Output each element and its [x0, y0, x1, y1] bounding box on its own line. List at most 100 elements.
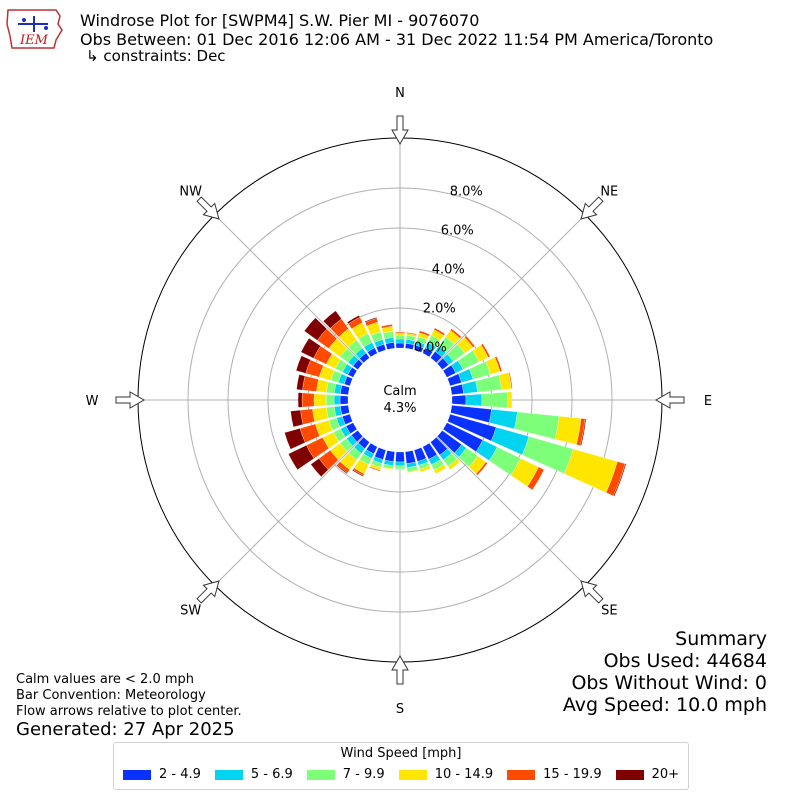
bar-dir340-bin5: [364, 317, 378, 323]
bar-dir100-bin3: [554, 416, 582, 445]
summary-title: Summary: [675, 628, 767, 650]
legend-label-3: 10 - 14.9: [434, 767, 494, 782]
obs-used: Obs Used: 44684: [603, 650, 767, 672]
direction-arrows: [115, 115, 685, 685]
bar-dir200-bin4: [369, 466, 381, 472]
bar-dir280-bin5: [296, 374, 306, 391]
bar-dir180-bin3: [394, 468, 406, 471]
bar-dir50-bin4: [464, 335, 475, 348]
legend-label-1: 5 - 6.9: [250, 767, 293, 782]
legend-title: Wind Speed [mph]: [340, 746, 462, 761]
bar-dir100-bin1: [489, 409, 518, 430]
bar-dir260-bin5: [290, 409, 304, 428]
bar-dir60-bin4: [480, 343, 491, 358]
bar-dir130-bin4: [475, 461, 488, 476]
windrose-bars: [284, 310, 627, 497]
legend-swatch-3: [398, 769, 427, 780]
direction-labels: N NE E SE S SW W NW: [86, 86, 713, 717]
direction-label-w: W: [86, 394, 99, 409]
legend-swatch-1: [214, 769, 243, 780]
direction-label-n: N: [395, 86, 405, 101]
title-line-3: ↳ constraints: Dec: [86, 47, 226, 65]
bar-dir310-bin5: [304, 317, 328, 341]
bar-dir190-bin3: [382, 466, 394, 470]
arrow-n-icon: [391, 115, 409, 146]
arrow-s-icon: [391, 654, 409, 685]
bar-dir270-bin5: [297, 392, 303, 408]
arrow-se-icon: [580, 580, 604, 604]
bar-dir30-bin4: [433, 327, 446, 336]
bar-dir10-bin4: [406, 332, 417, 336]
bar-dir40-bin4: [450, 328, 462, 339]
bar-dir180-bin2: [394, 465, 406, 470]
legend-item-4: 15 - 19.9: [507, 767, 602, 782]
arrow-ne-icon: [580, 196, 604, 220]
bar-dir320-bin5: [323, 310, 342, 329]
legend-item-2: 7 - 9.9: [306, 767, 385, 782]
bar-dir110-bin5: [613, 463, 627, 497]
bar-dir250-bin5: [284, 428, 306, 450]
arrow-nw-icon: [196, 196, 220, 220]
iowa-outline-icon: [6, 9, 63, 49]
bar-dir100-bin5: [580, 418, 587, 447]
bar-dir180-bin0: [395, 451, 405, 463]
radial-tick-3: 6.0%: [441, 223, 474, 238]
bar-dir90-bin0: [451, 395, 467, 405]
bar-dir270-bin0: [339, 395, 349, 405]
grid-spoke-se: [436, 436, 586, 586]
legend-label-4: 15 - 19.9: [543, 767, 602, 782]
bar-dir140-bin3: [447, 458, 461, 470]
bar-dir0-bin4: [394, 331, 406, 334]
calm-value: 4.3%: [383, 401, 416, 416]
legend-item-1: 5 - 6.9: [214, 767, 293, 782]
grid-spoke-sw: [214, 436, 364, 586]
bar-dir300-bin5: [300, 337, 321, 359]
bar-dir90-bin3: [507, 391, 513, 409]
radial-tick-1: 2.0%: [423, 301, 456, 316]
legend-swatch-5: [615, 769, 644, 780]
bar-dir220-bin5: [336, 464, 348, 475]
arrow-e-icon: [654, 391, 685, 409]
title-line-1: Windrose Plot for [SWPM4] S.W. Pier MI -…: [80, 11, 480, 30]
footer-notes: Calm values are < 2.0 mph Bar Convention…: [16, 672, 242, 720]
legend-swatch-2: [306, 769, 335, 780]
bar-dir150-bin3: [433, 464, 447, 475]
bar-dir90-bin2: [481, 391, 509, 409]
bar-dir80-bin4: [508, 372, 513, 389]
bar-dir160-bin3: [419, 465, 431, 473]
avg-speed: Avg Speed: 10.0 mph: [562, 694, 767, 716]
legend-item-5: 20+: [615, 767, 680, 782]
arrow-w-icon: [115, 391, 146, 409]
radial-tick-2: 4.0%: [432, 262, 465, 277]
bar-dir240-bin5: [288, 445, 315, 470]
bar-dir290-bin5: [295, 355, 311, 374]
bar-dir280-bin0: [340, 385, 350, 395]
bar-dir170-bin0: [405, 450, 416, 464]
logo-text: IEM: [19, 33, 49, 48]
radial-tick-0: 0.0%: [414, 340, 447, 355]
bar-dir0-bin2: [395, 334, 405, 340]
bar-dir260-bin3: [312, 407, 329, 422]
bar-dir270-bin3: [313, 393, 327, 407]
direction-label-se: SE: [601, 603, 617, 618]
iem-logo: IEM: [6, 9, 63, 49]
direction-label-sw: SW: [180, 603, 201, 618]
legend: Wind Speed [mph] 2 - 4.9 5 - 6.9 7 - 9.9 10…: [113, 742, 689, 790]
bar-dir70-bin4: [494, 356, 503, 372]
legend-swatch-4: [507, 769, 536, 780]
bar-dir120-bin4: [527, 466, 545, 491]
bar-dir170-bin3: [407, 469, 419, 473]
legend-items: 2 - 4.9 5 - 6.9 7 - 9.9 10 - 14.9 15 - 19.9 2…: [114, 767, 688, 782]
bar-dir230-bin5: [310, 458, 329, 477]
direction-label-s: S: [396, 702, 404, 717]
legend-label-5: 20+: [651, 767, 680, 782]
calm-circle: [348, 348, 452, 452]
generated-date: Generated: 27 Apr 2025: [16, 719, 235, 740]
calm-note: Calm values are < 2.0 mph: [16, 672, 195, 687]
direction-label-nw: NW: [179, 185, 202, 200]
radial-tick-labels: 0.0% 2.0% 4.0% 6.0% 8.0%: [414, 184, 483, 355]
flow-arrows-note: Flow arrows relative to plot center.: [16, 704, 242, 719]
bar-dir90-bin1: [465, 393, 483, 407]
bar-dir190-bin0: [384, 450, 395, 462]
title-line-2: Obs Between: 01 Dec 2016 12:06 AM - 31 D…: [80, 30, 714, 49]
